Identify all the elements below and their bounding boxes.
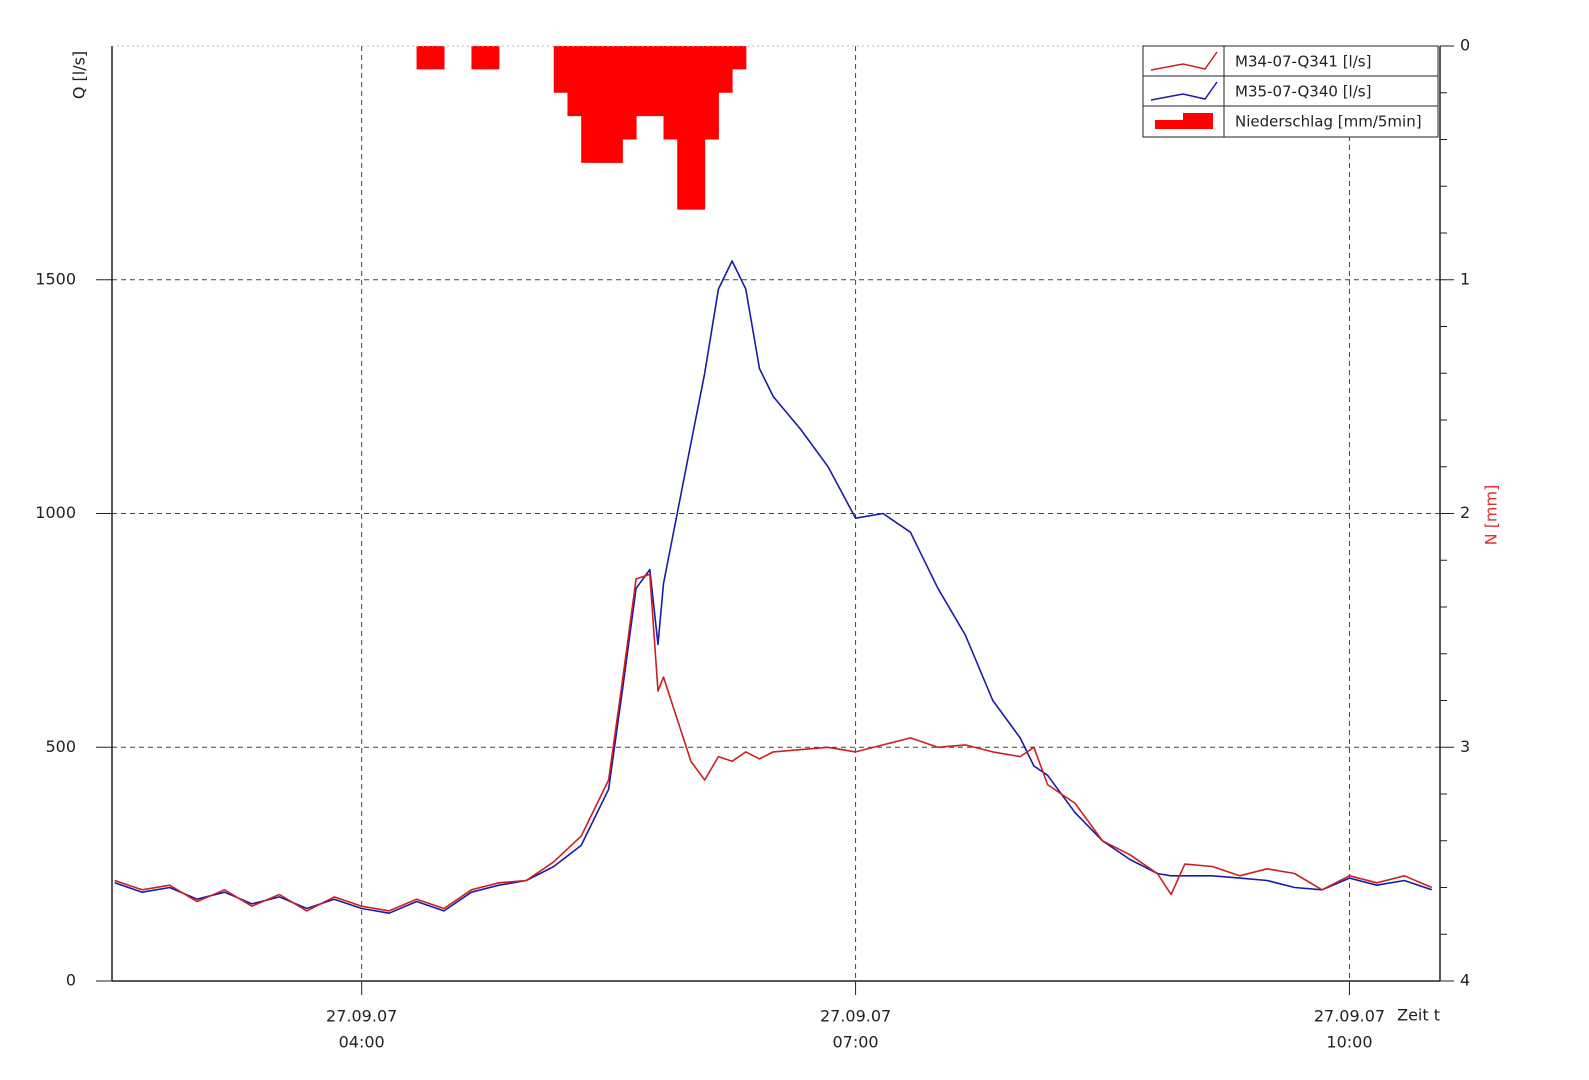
x-tick-label: 10:00 (1326, 1033, 1372, 1052)
y-tick-label: 1500 (35, 269, 76, 288)
x-tick-label: 27.09.07 (1314, 1007, 1385, 1026)
y-axis-label: Q [l/s] (70, 51, 89, 99)
y2-tick-label: 3 (1460, 737, 1470, 756)
precipitation-bar (649, 46, 665, 117)
precipitation-bar (732, 46, 747, 70)
precipitation-bar (485, 46, 500, 70)
precipitation-bar (608, 46, 623, 163)
legend-swatch (1155, 120, 1187, 129)
legend-label: M35-07-Q340 [l/s] (1235, 83, 1371, 101)
legend-swatch (1150, 81, 1218, 101)
x-axis-label: Zeit t (1397, 1006, 1440, 1025)
x-tick-label: 07:00 (833, 1033, 879, 1052)
legend-label: Niederschlag [mm/5min] (1235, 113, 1422, 131)
precipitation-bar (704, 46, 719, 140)
precipitation-bar (581, 46, 596, 163)
precipitation-bar (622, 46, 637, 140)
y2-tick-label: 4 (1460, 971, 1470, 990)
x-tick-label: 27.09.07 (820, 1007, 891, 1026)
legend-label: M34-07-Q341 [l/s] (1235, 53, 1371, 71)
y-tick-label: 500 (45, 737, 76, 756)
x-tick-label: 04:00 (339, 1033, 385, 1052)
precipitation-bar (430, 46, 445, 70)
precipitation-bar (553, 46, 568, 93)
precipitation-bar (690, 46, 706, 210)
y-tick-label: 0 (66, 971, 76, 990)
precipitation-bar (663, 46, 678, 140)
precipitation-bar (636, 46, 651, 117)
series-line (114, 573, 1433, 912)
precipitation-bar (567, 46, 582, 117)
y-tick-label: 1000 (35, 503, 76, 522)
legend: M34-07-Q341 [l/s] M35-07-Q340 [l/s] Nieder… (1142, 45, 1439, 138)
y2-axis-label: N [mm] (1482, 485, 1501, 546)
legend-swatch (1150, 51, 1218, 71)
legend-swatch (1183, 113, 1213, 129)
precipitation-bar (677, 46, 692, 210)
y2-tick-label: 0 (1460, 36, 1470, 55)
y2-tick-label: 2 (1460, 503, 1470, 522)
precipitation-bar (471, 46, 486, 70)
precipitation-bar (416, 46, 431, 70)
precipitation-bar (594, 46, 610, 163)
plot-area (112, 46, 1440, 981)
precipitation-bar (718, 46, 733, 93)
x-tick-label: 27.09.07 (326, 1007, 397, 1026)
y2-tick-label: 1 (1460, 269, 1470, 288)
